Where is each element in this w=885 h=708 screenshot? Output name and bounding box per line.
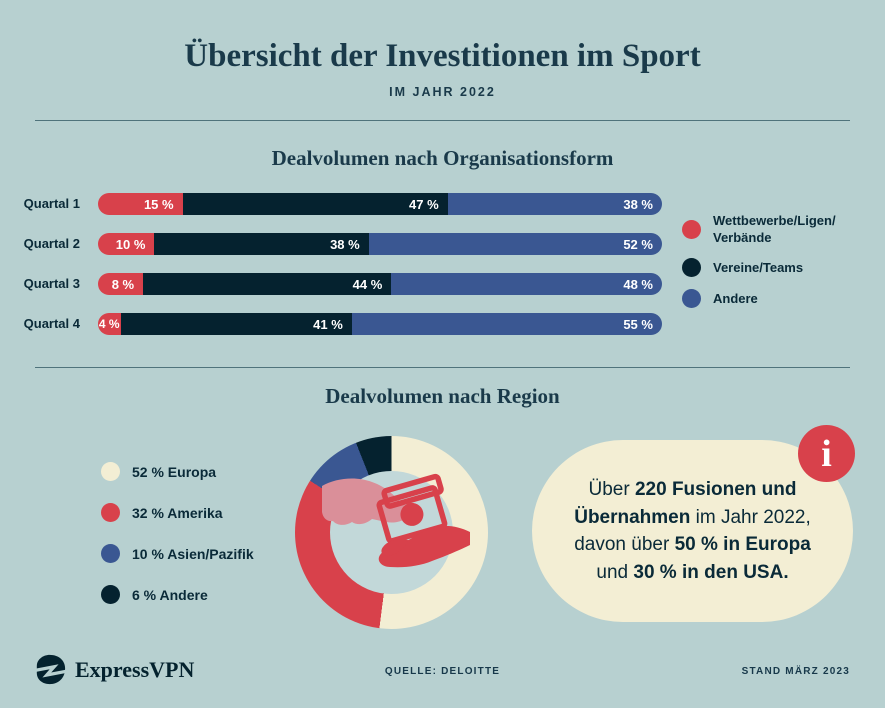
- legend-item: Andere: [682, 289, 836, 308]
- bar-chart-legend: Wettbewerbe/Ligen/Verbände Vereine/Teams A…: [682, 212, 836, 308]
- divider-middle: [35, 367, 850, 368]
- brand-name: ExpressVPN: [75, 656, 195, 682]
- legend-swatch: [101, 544, 120, 563]
- bar-category-label: Quartal 4: [23, 316, 80, 331]
- legend-label: 6 % Andere: [132, 586, 208, 603]
- info-card-text: davon über: [574, 534, 675, 555]
- bar-segment-wettbewerbe-ligen-verb-nde: 15 %: [98, 193, 183, 215]
- legend-label-line: Andere: [713, 291, 758, 306]
- bar-segment-wettbewerbe-ligen-verb-nde: 8 %: [98, 273, 144, 295]
- bar-value-label: 47 %: [409, 196, 439, 212]
- info-card-line: Über 220 Fusionen und: [532, 476, 853, 504]
- donut-legend: 52 % Europa 32 % Amerika 10 % Asien/Pazifi…: [101, 462, 254, 604]
- legend-item: 32 % Amerika: [101, 503, 254, 522]
- bar-category-label: Quartal 1: [23, 196, 80, 211]
- bar-segment-vereine-teams: 47 %: [182, 193, 448, 215]
- info-card-line: und 30 % in den USA.: [532, 559, 853, 587]
- bar: 15 % 47 % 38 %: [98, 193, 662, 215]
- bar-value-label: 15 %: [143, 196, 174, 212]
- bar-chart: Quartal 1 15 % 47 % 38 % Quartal 2 10 % 38 % 52…: [0, 193, 885, 335]
- bar-value-label: 38 %: [330, 236, 360, 252]
- hands-money-icon: [322, 473, 470, 568]
- section-title-region: Dealvolumen nach Region: [325, 384, 560, 408]
- legend-item: Vereine/Teams: [682, 258, 836, 277]
- legend-swatch: [682, 289, 701, 308]
- info-card-text: im Jahr 2022,: [690, 506, 811, 528]
- legend-swatch: [101, 503, 120, 522]
- bar-row: Quartal 1 15 % 47 % 38 %: [0, 193, 885, 215]
- info-card-line: Übernahmen im Jahr 2022,: [532, 504, 853, 532]
- bar-category-label: Quartal 3: [23, 276, 80, 291]
- legend-label: 10 % Asien/Pazifik: [132, 545, 254, 562]
- bar-segment-vereine-teams: 44 %: [143, 273, 392, 295]
- bar: 8 % 44 % 48 %: [98, 273, 662, 295]
- legend-item: 10 % Asien/Pazifik: [101, 544, 254, 563]
- legend-swatch: [682, 258, 701, 277]
- info-card-text: 220 Fusionen und: [634, 479, 797, 500]
- legend-label: Vereine/Teams: [713, 259, 803, 276]
- bar-value-label: 4 %: [98, 317, 120, 331]
- section-title-organisationsform: Dealvolumen nach Organisationsform: [271, 146, 614, 170]
- bar-value-label: 41 %: [313, 316, 343, 332]
- page-title: Übersicht der Investitionen im Sport: [184, 38, 701, 74]
- legend-swatch: [101, 462, 120, 481]
- footer-date: STAND MÄRZ 2023: [741, 666, 850, 677]
- info-card: Über 220 Fusionen und Übernahmen im Jahr …: [532, 440, 853, 622]
- info-card-text: 30 % in den USA.: [633, 561, 789, 583]
- legend-label: 52 % Europa: [132, 463, 217, 480]
- divider-top: [35, 120, 850, 121]
- info-card-text: und: [596, 561, 634, 583]
- legend-item: 6 % Andere: [101, 585, 254, 604]
- page-subtitle: IM JAHR 2022: [389, 85, 496, 99]
- bar-category-label: Quartal 2: [23, 236, 80, 251]
- info-icon-glyph: i: [821, 432, 832, 475]
- legend-label-line: Wettbewerbe/Ligen/: [713, 213, 836, 228]
- bar-value-label: 48 %: [623, 276, 653, 292]
- bar-value-label: 8 %: [111, 276, 135, 292]
- bar-value-label: 44 %: [352, 276, 383, 292]
- info-icon: i: [798, 425, 855, 482]
- bar-row: Quartal 4 4 % 41 % 55 %: [0, 313, 885, 335]
- info-card-text: 50 % in Europa: [674, 534, 811, 555]
- bar: 10 % 38 % 52 %: [98, 233, 662, 255]
- expressvpn-logo-icon: [35, 654, 66, 685]
- brand-logo: ExpressVPN: [35, 653, 194, 686]
- bar-segment-vereine-teams: 38 %: [154, 233, 369, 255]
- bar-segment-vereine-teams: 41 %: [120, 313, 352, 335]
- legend-swatch: [101, 585, 120, 604]
- legend-label: Wettbewerbe/Ligen/Verbände: [713, 212, 836, 246]
- bar-row: Quartal 2 10 % 38 % 52 %: [0, 233, 885, 255]
- legend-label: Andere: [713, 290, 758, 307]
- footer-source: QUELLE: DELOITTE: [384, 666, 501, 677]
- bar-segment-andere: 38 %: [447, 193, 662, 215]
- bar-segment-andere: 52 %: [368, 233, 662, 255]
- bar-value-label: 55 %: [623, 316, 653, 332]
- bar-segment-wettbewerbe-ligen-verb-nde: 4 %: [98, 313, 121, 335]
- legend-label: 32 % Amerika: [132, 504, 223, 521]
- info-card-text: Über: [588, 479, 635, 500]
- legend-label-line: Vereine/Teams: [713, 260, 804, 275]
- bar-value-label: 10 %: [115, 236, 146, 252]
- bar-row: Quartal 3 8 % 44 % 48 %: [0, 273, 885, 295]
- bar-segment-andere: 48 %: [391, 273, 662, 295]
- legend-item: 52 % Europa: [101, 462, 254, 481]
- bar-value-label: 52 %: [623, 236, 653, 252]
- legend-label-line: Verbände: [713, 230, 772, 245]
- info-card-text: Übernahmen: [574, 506, 691, 528]
- info-card-line: davon über 50 % in Europa: [532, 531, 853, 559]
- legend-swatch: [682, 219, 701, 239]
- bar-value-label: 38 %: [623, 196, 653, 212]
- bar-segment-andere: 55 %: [351, 313, 662, 335]
- bar-segment-wettbewerbe-ligen-verb-nde: 10 %: [98, 233, 155, 255]
- bar: 4 % 41 % 55 %: [98, 313, 662, 335]
- legend-item: Wettbewerbe/Ligen/Verbände: [682, 212, 836, 246]
